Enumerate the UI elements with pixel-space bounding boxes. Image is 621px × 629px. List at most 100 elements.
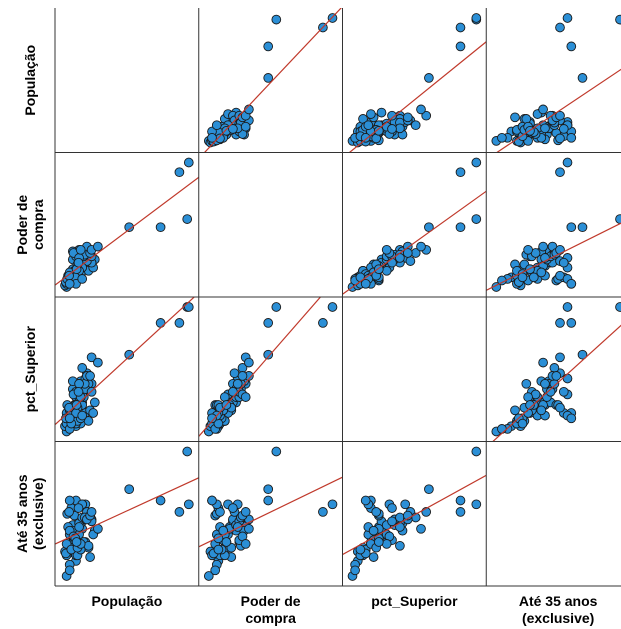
data-point [376, 107, 387, 118]
data-point [155, 222, 166, 233]
data-point [566, 318, 577, 328]
panel-content [203, 8, 342, 153]
data-point [497, 132, 507, 143]
data-point [471, 446, 482, 457]
data-point [558, 124, 569, 134]
data-point [229, 368, 240, 379]
data-point [77, 274, 88, 284]
data-point [562, 302, 573, 312]
panel-borders [54, 8, 621, 587]
data-point [566, 222, 577, 233]
panel-content [55, 297, 196, 437]
data-point [416, 523, 426, 534]
row-label: pct_Superior [22, 326, 38, 413]
panel-pct_superior-vs-populacao [55, 297, 196, 437]
data-point [182, 446, 193, 457]
data-point [183, 499, 194, 510]
fit-line [203, 8, 342, 153]
data-point [77, 363, 88, 373]
data-point [124, 349, 135, 360]
panel-pct_superior-vs-poder_compra [198, 297, 338, 438]
data-point [387, 124, 397, 134]
data-point [327, 302, 338, 312]
data-point [373, 125, 384, 136]
data-point [387, 257, 397, 268]
data-point [64, 507, 74, 517]
data-point [203, 571, 214, 581]
data-point [521, 114, 532, 124]
data-point [555, 133, 565, 144]
panel-content [342, 157, 487, 295]
data-point [381, 539, 392, 549]
panel-content [198, 297, 338, 438]
data-point [566, 278, 577, 289]
data-point [263, 318, 274, 328]
data-point [71, 537, 82, 547]
data-point [93, 357, 103, 368]
data-point [360, 495, 371, 506]
data-point [551, 371, 562, 381]
data-point [545, 386, 556, 397]
data-point [528, 272, 539, 283]
data-point [540, 123, 550, 134]
data-point [577, 349, 588, 360]
data-point [240, 392, 251, 402]
row-label-line: Até 35 anos [14, 474, 30, 553]
data-point [566, 132, 577, 143]
row-label: População [22, 45, 38, 116]
panel-poder_compra-vs-ate35 [486, 157, 621, 292]
data-point [124, 222, 135, 233]
data-point [402, 248, 413, 258]
panel-populacao-vs-pct_superior [347, 13, 487, 153]
data-point [207, 413, 217, 424]
data-point [405, 256, 416, 266]
data-point [368, 552, 379, 562]
panel-content [491, 13, 621, 153]
data-point [562, 157, 573, 168]
row-label: Poder decompra [14, 195, 46, 255]
data-point [555, 22, 565, 33]
fit-line [342, 474, 487, 556]
data-point [237, 371, 248, 381]
data-point [455, 507, 466, 517]
fit-line [55, 477, 199, 545]
data-point [471, 214, 482, 224]
data-point [471, 13, 482, 23]
column-label: compra [245, 610, 296, 626]
data-point [88, 408, 99, 418]
data-point [566, 413, 577, 424]
data-point [83, 540, 94, 551]
column-label: (exclusive) [522, 610, 594, 626]
panel-content [55, 446, 199, 581]
row-label-line: População [22, 45, 38, 116]
data-point [174, 167, 185, 178]
data-point [263, 349, 274, 360]
data-point [360, 278, 371, 289]
row-label: Até 35 anos(exclusive) [14, 474, 46, 553]
data-point [402, 112, 413, 123]
data-point [174, 318, 185, 328]
data-point [523, 244, 533, 255]
data-point [89, 397, 100, 408]
panels-layer [55, 8, 621, 581]
fit-line [198, 297, 322, 438]
data-point [86, 507, 97, 517]
data-point [244, 357, 254, 368]
fit-line [198, 476, 343, 548]
data-point [93, 241, 103, 252]
data-point [228, 386, 238, 397]
fit-line [55, 297, 196, 426]
data-point [381, 244, 392, 255]
fit-line [342, 190, 487, 295]
panel-content [342, 446, 487, 581]
data-point [555, 244, 565, 255]
panel-ate35-vs-poder_compra [198, 446, 343, 581]
data-point [64, 278, 75, 289]
data-point [271, 446, 282, 457]
data-point [424, 484, 434, 495]
data-point [73, 386, 84, 397]
data-point [263, 41, 274, 52]
data-point [318, 507, 328, 517]
data-point [381, 265, 392, 276]
data-point [416, 241, 426, 252]
